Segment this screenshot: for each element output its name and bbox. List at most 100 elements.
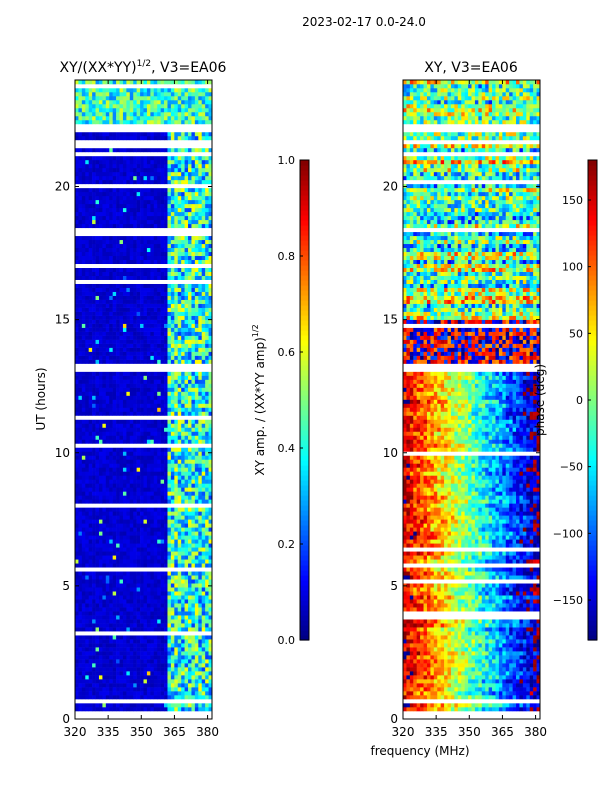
heatmap-cell — [201, 507, 206, 512]
heatmap-cell — [143, 659, 148, 664]
heatmap-cell — [95, 331, 100, 336]
heatmap-cell — [88, 515, 93, 520]
heatmap-cell — [112, 515, 117, 520]
heatmap-cell — [160, 667, 165, 672]
heatmap-cell — [205, 359, 209, 364]
heatmap-cell — [122, 463, 127, 468]
heatmap-cell — [146, 355, 151, 360]
heatmap-cell — [205, 491, 209, 496]
heatmap-cell — [188, 683, 192, 688]
heatmap-cell — [198, 451, 203, 456]
heatmap-cell — [150, 539, 155, 544]
heatmap-cell — [126, 191, 131, 197]
heatmap-cell — [140, 707, 144, 712]
heatmap-cell — [164, 395, 168, 400]
heatmap-cell — [194, 471, 199, 476]
heatmap-cell — [126, 287, 131, 292]
heatmap-cell — [208, 547, 213, 552]
heatmap-cell — [177, 283, 182, 288]
heatmap-cell — [188, 207, 192, 213]
heatmap-cell — [177, 659, 182, 664]
heatmap-cell — [98, 627, 103, 632]
heatmap-cell — [146, 307, 151, 312]
heatmap-cell — [170, 555, 175, 560]
heatmap-cell — [153, 395, 158, 400]
heatmap-cell — [208, 355, 213, 360]
heatmap-cell — [205, 259, 209, 265]
heatmap-cell — [184, 483, 189, 488]
heatmap-cell — [146, 663, 151, 668]
heatmap-cell — [88, 479, 93, 484]
heatmap-cell — [119, 647, 124, 652]
heatmap-cell — [95, 379, 100, 384]
heatmap-cell — [194, 671, 199, 676]
heatmap-cell — [157, 515, 161, 520]
heatmap-cell — [167, 295, 172, 300]
heatmap-cell — [81, 491, 86, 496]
heatmap-cell — [198, 359, 203, 364]
heatmap-cell — [136, 551, 141, 556]
heatmap-cell — [194, 591, 199, 596]
heatmap-cell — [119, 351, 124, 356]
heatmap-cell — [194, 579, 199, 584]
heatmap-cell — [129, 531, 134, 536]
heatmap-cell — [109, 491, 113, 496]
heatmap-cell — [194, 531, 199, 536]
heatmap-cell — [201, 167, 206, 173]
heatmap-cell — [198, 351, 203, 356]
heatmap-cell — [153, 507, 158, 512]
heatmap-cell — [129, 595, 134, 600]
heatmap-cell — [153, 207, 158, 213]
heatmap-cell — [184, 707, 189, 712]
heatmap-cell — [126, 507, 131, 512]
heatmap-cell — [170, 591, 175, 596]
heatmap-cell — [157, 535, 161, 540]
heatmap-cell — [167, 343, 172, 348]
heatmap-cell — [164, 371, 168, 376]
heatmap-cell — [194, 219, 199, 225]
heatmap-cell — [140, 539, 144, 544]
heatmap-cell — [160, 303, 165, 308]
flagged-row — [75, 367, 212, 372]
heatmap-cell — [191, 587, 196, 592]
heatmap-cell — [116, 275, 120, 280]
heatmap-cell — [146, 215, 151, 221]
flagged-row — [75, 699, 212, 704]
heatmap-cell — [164, 543, 168, 548]
heatmap-cell — [201, 635, 206, 640]
heatmap-cell — [81, 427, 86, 432]
heatmap-cell — [75, 639, 79, 644]
heatmap-cell — [191, 311, 196, 316]
heatmap-cell — [208, 655, 213, 660]
heatmap-cell — [136, 667, 141, 672]
heatmap-cell — [109, 531, 113, 536]
heatmap-cell — [167, 635, 172, 640]
heatmap-cell — [143, 355, 148, 360]
heatmap-cell — [150, 383, 155, 388]
heatmap-cell — [119, 643, 124, 648]
heatmap-cell — [122, 187, 127, 193]
heatmap-cell — [122, 531, 127, 536]
heatmap-cell — [81, 175, 86, 181]
heatmap-cell — [153, 451, 158, 456]
heatmap-cell — [208, 439, 213, 444]
heatmap-cell — [85, 571, 89, 576]
heatmap-cell — [78, 323, 83, 328]
heatmap-cell — [105, 479, 110, 484]
heatmap-cell — [140, 295, 144, 300]
heatmap-cell — [184, 543, 189, 548]
heatmap-cell — [133, 479, 137, 484]
heatmap-cell — [136, 239, 141, 245]
heatmap-cell — [102, 259, 107, 265]
heatmap-cell — [140, 615, 144, 620]
heatmap-cell — [81, 351, 86, 356]
heatmap-cell — [194, 643, 199, 648]
heatmap-cell — [167, 647, 172, 652]
heatmap-cell — [116, 223, 120, 229]
heatmap-cell — [81, 223, 86, 229]
heatmap-cell — [164, 663, 168, 668]
heatmap-cell — [191, 623, 196, 628]
heatmap-cell — [164, 387, 168, 392]
heatmap-cell — [98, 247, 103, 253]
heatmap-cell — [143, 579, 148, 584]
